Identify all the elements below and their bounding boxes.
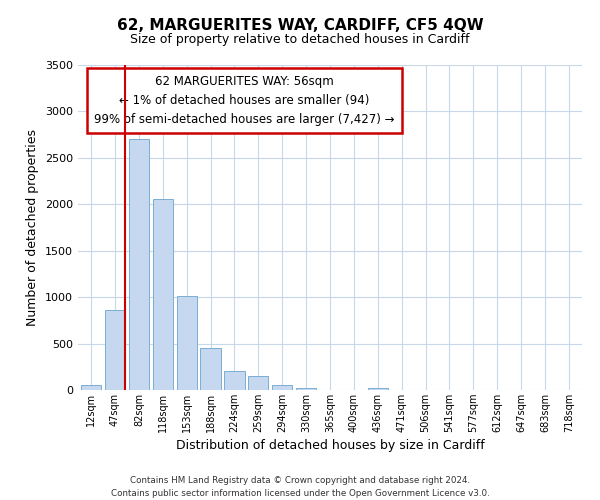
Y-axis label: Number of detached properties: Number of detached properties [26,129,40,326]
Bar [296,388,316,390]
Bar [248,376,268,390]
Bar [129,140,149,390]
Bar [81,385,101,390]
Bar [272,385,292,390]
Text: 62, MARGUERITES WAY, CARDIFF, CF5 4QW: 62, MARGUERITES WAY, CARDIFF, CF5 4QW [116,18,484,32]
X-axis label: Distribution of detached houses by size in Cardiff: Distribution of detached houses by size … [176,439,484,452]
Bar [224,371,245,390]
Bar [200,348,221,390]
Bar [176,296,197,390]
Text: Contains HM Land Registry data © Crown copyright and database right 2024.
Contai: Contains HM Land Registry data © Crown c… [110,476,490,498]
Text: 62 MARGUERITES WAY: 56sqm
← 1% of detached houses are smaller (94)
99% of semi-d: 62 MARGUERITES WAY: 56sqm ← 1% of detach… [94,74,395,126]
Bar [105,310,125,390]
Bar [152,198,173,390]
Text: Size of property relative to detached houses in Cardiff: Size of property relative to detached ho… [130,32,470,46]
Bar [368,388,388,390]
